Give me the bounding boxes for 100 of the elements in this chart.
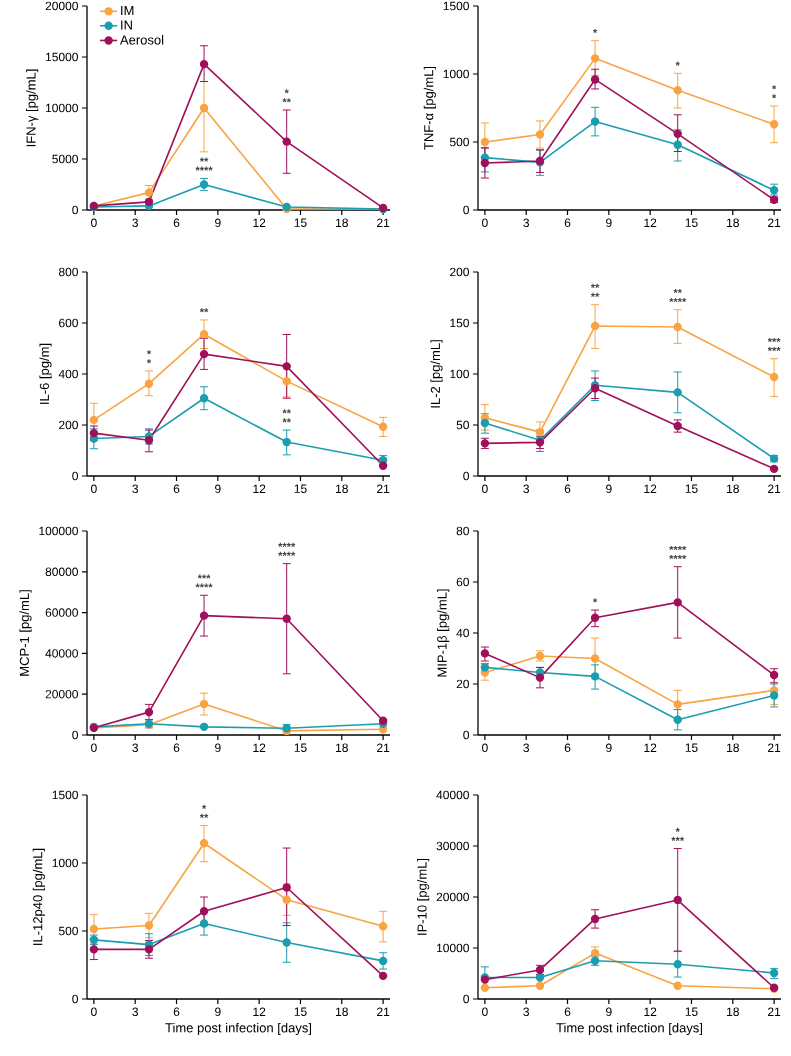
annotation: * xyxy=(284,89,289,94)
y-tick-label: 10000 xyxy=(437,943,469,953)
x-tick-label: 18 xyxy=(727,743,739,753)
y-tick-label: 200 xyxy=(450,267,469,277)
legend-label: Aerosol xyxy=(119,34,164,45)
annotation: **** xyxy=(669,554,687,560)
annotation: ** xyxy=(590,283,600,288)
x-tick-label: 15 xyxy=(294,484,307,493)
x-tick-label: 18 xyxy=(336,484,348,494)
annotation: **** xyxy=(669,297,687,303)
annotation: * xyxy=(592,28,598,34)
x-tick-label: 3 xyxy=(523,1007,530,1017)
y-tick-label: 1500 xyxy=(443,1,469,11)
x-tick-label: 0 xyxy=(91,484,97,494)
y-tick-label: 1000 xyxy=(443,69,469,79)
x-tick-label: 9 xyxy=(606,218,612,228)
y-tick-label: 0 xyxy=(463,471,469,481)
y-tick-label: 0 xyxy=(463,994,469,1004)
y-tick-label: 0 xyxy=(463,205,469,215)
x-tick-label: 6 xyxy=(173,1007,180,1017)
annotation: ** xyxy=(199,157,209,162)
y-tick-label: 500 xyxy=(449,137,469,147)
y-tick-label: 40000 xyxy=(436,790,469,800)
y-axis-title: IL-6 [pg/m] xyxy=(39,343,52,404)
y-tick-label: 30000 xyxy=(436,841,469,851)
x-tick-label: 21 xyxy=(377,1007,390,1016)
x-tick-label: 21 xyxy=(377,484,390,493)
annotation: **** xyxy=(195,583,213,588)
x-tick-label: 15 xyxy=(294,1007,307,1016)
x-tick-label: 0 xyxy=(91,1007,97,1017)
x-tick-label: 21 xyxy=(768,218,781,227)
x-tick-label: 9 xyxy=(215,1007,221,1017)
x-tick-label: 21 xyxy=(768,484,781,493)
x-tick-label: 0 xyxy=(482,218,488,228)
annotation: **** xyxy=(669,545,687,551)
x-tick-label: 9 xyxy=(215,218,221,228)
x-tick-label: 3 xyxy=(523,218,530,228)
x-tick-label: 6 xyxy=(564,1007,571,1017)
x-tick-label: 6 xyxy=(173,484,180,494)
x-tick-label: 6 xyxy=(564,743,571,753)
x-tick-label: 6 xyxy=(173,743,180,753)
x-tick-label: 15 xyxy=(685,218,698,227)
x-tick-label: 12 xyxy=(253,743,266,752)
x-tick-label: 9 xyxy=(215,743,221,753)
annotation: *** xyxy=(767,346,781,352)
annotation: * xyxy=(675,827,680,832)
annotation: ** xyxy=(199,308,209,313)
x-tick-label: 6 xyxy=(564,484,571,494)
x-tick-label: 21 xyxy=(377,743,390,752)
y-axis-title: MCP-1 [pg/mL] xyxy=(19,590,32,676)
annotation: **** xyxy=(278,551,296,556)
x-tick-label: 3 xyxy=(523,484,530,494)
x-tick-label: 12 xyxy=(644,1007,657,1016)
x-tick-label: 9 xyxy=(606,743,612,753)
annotation: ** xyxy=(282,418,291,423)
y-axis-title: IL-2 [pg/mL] xyxy=(430,340,443,408)
y-tick-label: 1000 xyxy=(52,858,78,868)
y-axis-title: IL-12p40 [pg/mL] xyxy=(32,848,45,945)
x-tick-label: 15 xyxy=(685,1007,698,1016)
x-tick-label: 12 xyxy=(644,484,657,493)
y-tick-label: 20 xyxy=(456,679,469,689)
x-tick-label: 21 xyxy=(768,743,781,752)
annotation: * xyxy=(146,350,152,355)
y-tick-label: 0 xyxy=(72,471,78,481)
y-tick-label: 40000 xyxy=(45,649,78,658)
annotation: * xyxy=(592,598,598,603)
x-tick-label: 18 xyxy=(727,1007,739,1017)
x-tick-label: 3 xyxy=(132,743,139,753)
x-tick-label: 15 xyxy=(294,743,307,752)
annotation: *** xyxy=(671,836,685,841)
y-tick-label: 80 xyxy=(456,526,469,536)
y-tick-label: 40 xyxy=(456,628,469,638)
x-tick-label: 0 xyxy=(91,743,97,753)
y-axis-title: TNF-α [pg/mL] xyxy=(423,66,436,150)
y-tick-label: 0 xyxy=(72,205,78,215)
annotation: * xyxy=(675,61,680,66)
annotation: *** xyxy=(767,337,781,343)
x-tick-label: 18 xyxy=(727,484,739,494)
x-tick-label: 15 xyxy=(685,743,698,752)
x-tick-label: 12 xyxy=(644,743,657,752)
y-tick-label: 150 xyxy=(450,318,469,328)
x-tick-label: 0 xyxy=(482,743,488,753)
x-tick-label: 12 xyxy=(253,218,266,227)
y-tick-label: 100000 xyxy=(39,526,78,536)
x-tick-label: 9 xyxy=(215,484,221,494)
x-axis-title: Time post infection [days] xyxy=(165,1022,311,1035)
y-tick-label: 100 xyxy=(450,369,469,379)
annotation: ** xyxy=(199,813,209,818)
annotation: **** xyxy=(195,166,213,171)
x-tick-label: 18 xyxy=(336,1007,348,1017)
y-tick-label: 1500 xyxy=(52,790,78,800)
x-tick-label: 6 xyxy=(173,218,180,228)
legend-label: IM xyxy=(121,6,134,16)
y-tick-label: 60000 xyxy=(45,608,78,617)
x-tick-label: 6 xyxy=(564,218,571,228)
x-tick-label: 12 xyxy=(253,1007,266,1016)
y-tick-label: 80000 xyxy=(45,567,78,577)
y-tick-label: 5000 xyxy=(52,154,78,164)
y-tick-label: 20000 xyxy=(436,892,469,902)
legend-label: IN xyxy=(121,20,132,30)
